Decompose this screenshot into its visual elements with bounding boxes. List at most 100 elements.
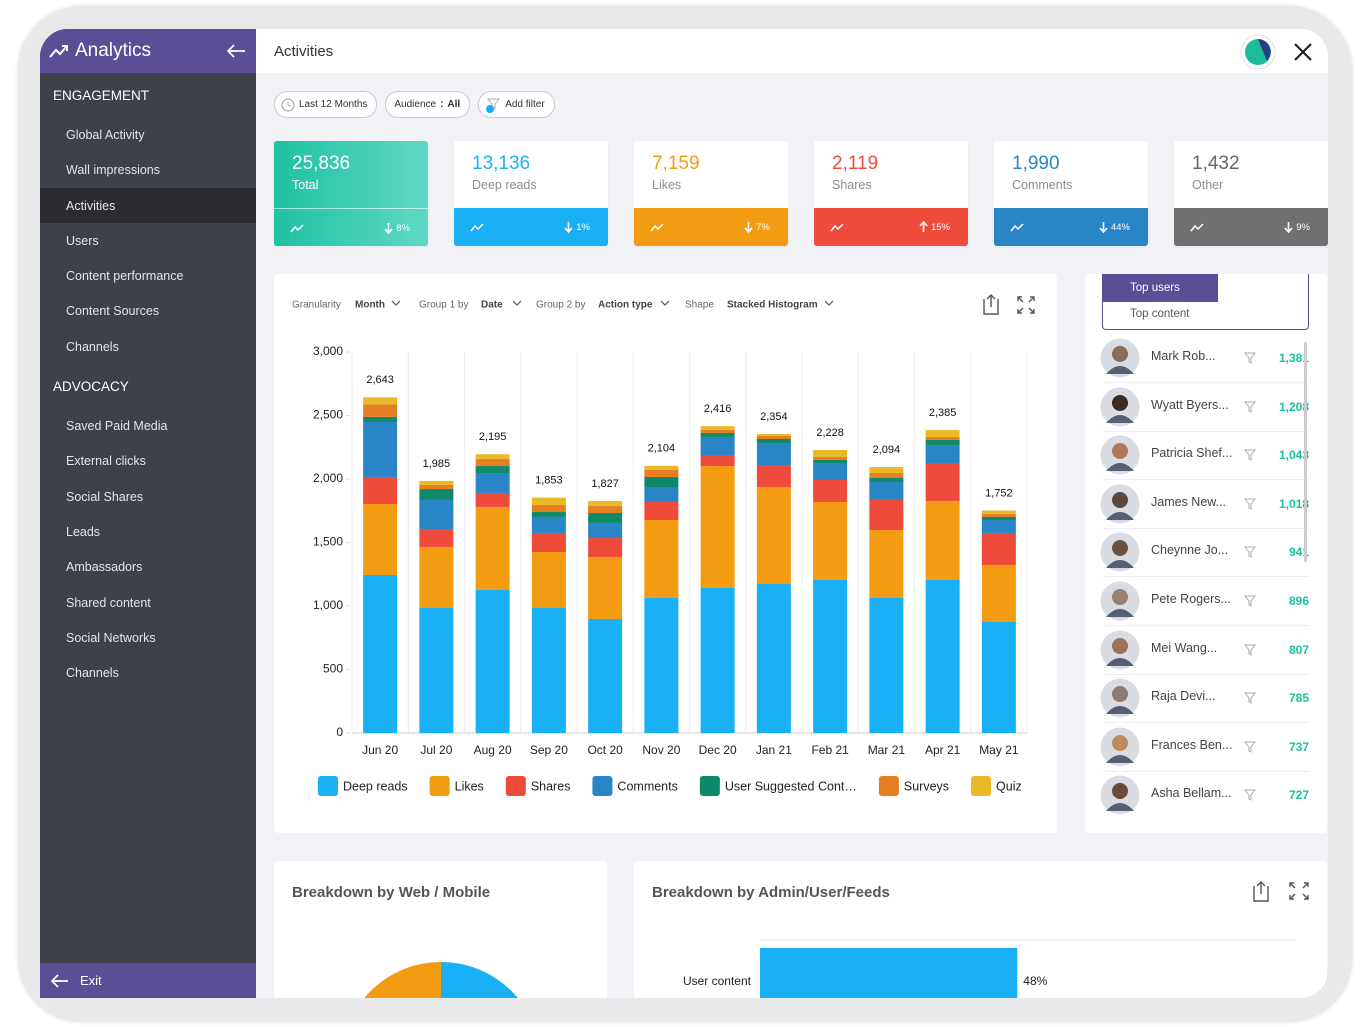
bar-segment (644, 597, 679, 733)
filter-icon[interactable] (1244, 352, 1256, 364)
legend-label[interactable]: Surveys (904, 779, 949, 793)
nav-item[interactable]: Content performance (66, 269, 184, 284)
filter-icon[interactable] (1244, 595, 1256, 607)
legend-swatch[interactable] (505, 776, 526, 796)
nav-item[interactable]: Leads (66, 524, 101, 539)
kpi-value: 7,159 (652, 153, 700, 174)
nav-item[interactable]: Channels (66, 339, 119, 354)
panel-icons[interactable] (983, 294, 1035, 315)
panel-icons[interactable] (1253, 881, 1309, 902)
legend-swatch[interactable] (878, 776, 899, 796)
bar-segment (981, 532, 1016, 565)
funnel (1244, 546, 1256, 559)
arrow-head (919, 221, 928, 227)
filter-icon[interactable] (1244, 498, 1256, 510)
bar-segment (813, 457, 848, 460)
legend-swatch[interactable] (971, 776, 992, 796)
nav-item[interactable]: Saved Paid Media (66, 419, 168, 434)
bar-segment (756, 443, 791, 466)
user-value: 1,018 (1278, 496, 1309, 511)
filter-label: Add filter (505, 99, 545, 110)
change-arrow (384, 223, 393, 234)
bar-segment (531, 608, 566, 733)
nav-item[interactable]: Ambassadors (66, 560, 143, 575)
filter-icon[interactable] (1244, 401, 1256, 413)
funnel (1244, 449, 1256, 461)
total-label: 2,416 (704, 403, 732, 415)
arrow-head (564, 227, 573, 233)
tab[interactable]: Top users (1103, 274, 1217, 302)
y-tick-label: 1,000 (313, 598, 343, 612)
legend-label[interactable]: Quiz (996, 779, 1022, 793)
kpi-label: Likes (652, 178, 682, 192)
bar-segment (644, 469, 679, 477)
bar-segment (644, 487, 679, 502)
legend-label[interactable]: Deep reads (343, 779, 408, 793)
avatar (1100, 338, 1140, 378)
legend-label[interactable]: User Suggested Cont… (725, 779, 857, 793)
user-name: Patricia Shef... (1151, 446, 1233, 461)
exit-bar[interactable]: Exit (40, 963, 256, 998)
control-value[interactable]: Action type (598, 300, 653, 311)
filter-icon[interactable] (1244, 789, 1256, 802)
kpi-footer: 44% (994, 208, 1148, 246)
panel-title: Breakdown by Admin/User/Feeds (652, 884, 890, 901)
legend-swatch[interactable] (429, 776, 450, 796)
bar-segment (644, 501, 679, 521)
legend-label[interactable]: Comments (617, 779, 677, 793)
bar-segment (869, 597, 904, 733)
legend-swatch[interactable] (699, 776, 720, 796)
bar-segment (756, 465, 791, 488)
nav-item[interactable]: Activities (66, 198, 116, 213)
control-value[interactable]: Stacked Histogram (727, 300, 818, 311)
total-label: 2,195 (479, 431, 507, 443)
control-value[interactable]: Date (481, 300, 503, 311)
nav-item[interactable]: Global Activity (66, 128, 145, 142)
bar-segment (925, 430, 960, 437)
row-separator (1102, 625, 1309, 626)
tab-divider (1217, 274, 1218, 302)
filter-separator: : (440, 99, 444, 110)
avatar-head (1112, 394, 1128, 411)
close-icon[interactable] (1294, 43, 1312, 61)
filter-icon[interactable] (1244, 644, 1256, 656)
nav-item[interactable]: Social Networks (66, 630, 156, 645)
legend-swatch[interactable] (592, 776, 613, 796)
legend-label[interactable]: Shares (531, 779, 571, 793)
user-name: Wyatt Byers... (1151, 397, 1229, 412)
control-value[interactable]: Month (355, 300, 385, 311)
collapse-icon[interactable] (226, 43, 248, 59)
legend-label[interactable]: Likes (455, 779, 484, 793)
chevron (512, 300, 522, 306)
avatar-head (1112, 346, 1128, 362)
bar-segment (925, 579, 960, 733)
y-tick-label: 0 (336, 725, 343, 739)
filter-icon[interactable] (1244, 741, 1256, 753)
tab[interactable]: Top content (1130, 308, 1190, 320)
bar-segment (981, 514, 1016, 517)
nav-item[interactable]: Channels (66, 666, 119, 681)
bar-segment (531, 532, 566, 553)
nav-item[interactable]: Shared content (66, 595, 151, 610)
nav-item[interactable]: External clicks (66, 454, 146, 469)
filter-chip[interactable]: Add filter (478, 91, 555, 118)
filter-icon[interactable] (1244, 449, 1256, 461)
funnel (1244, 789, 1256, 802)
bar-segment (419, 480, 454, 485)
exit-label[interactable]: Exit (80, 973, 102, 988)
filter-chip[interactable]: Audience : All (385, 91, 471, 118)
nav-item[interactable]: Users (66, 233, 99, 248)
kpi-footer: 15% (814, 208, 968, 246)
legend-swatch[interactable] (318, 776, 338, 796)
filter-chip[interactable]: Last 12 Months (274, 91, 378, 118)
breakdown-admin-panel: Breakdown by Admin/User/Feeds User conte… (634, 861, 1327, 998)
nav-section-title: ADVOCACY (53, 379, 129, 395)
filter-icon[interactable] (1244, 692, 1256, 704)
bar-segment (475, 506, 510, 590)
nav-item[interactable]: Content Sources (66, 304, 160, 319)
filter-icon[interactable] (1244, 546, 1256, 559)
total-label: 2,094 (873, 444, 901, 456)
bar-segment (363, 504, 398, 576)
nav-item[interactable]: Wall impressions (66, 163, 161, 178)
nav-item[interactable]: Social Shares (66, 489, 144, 504)
